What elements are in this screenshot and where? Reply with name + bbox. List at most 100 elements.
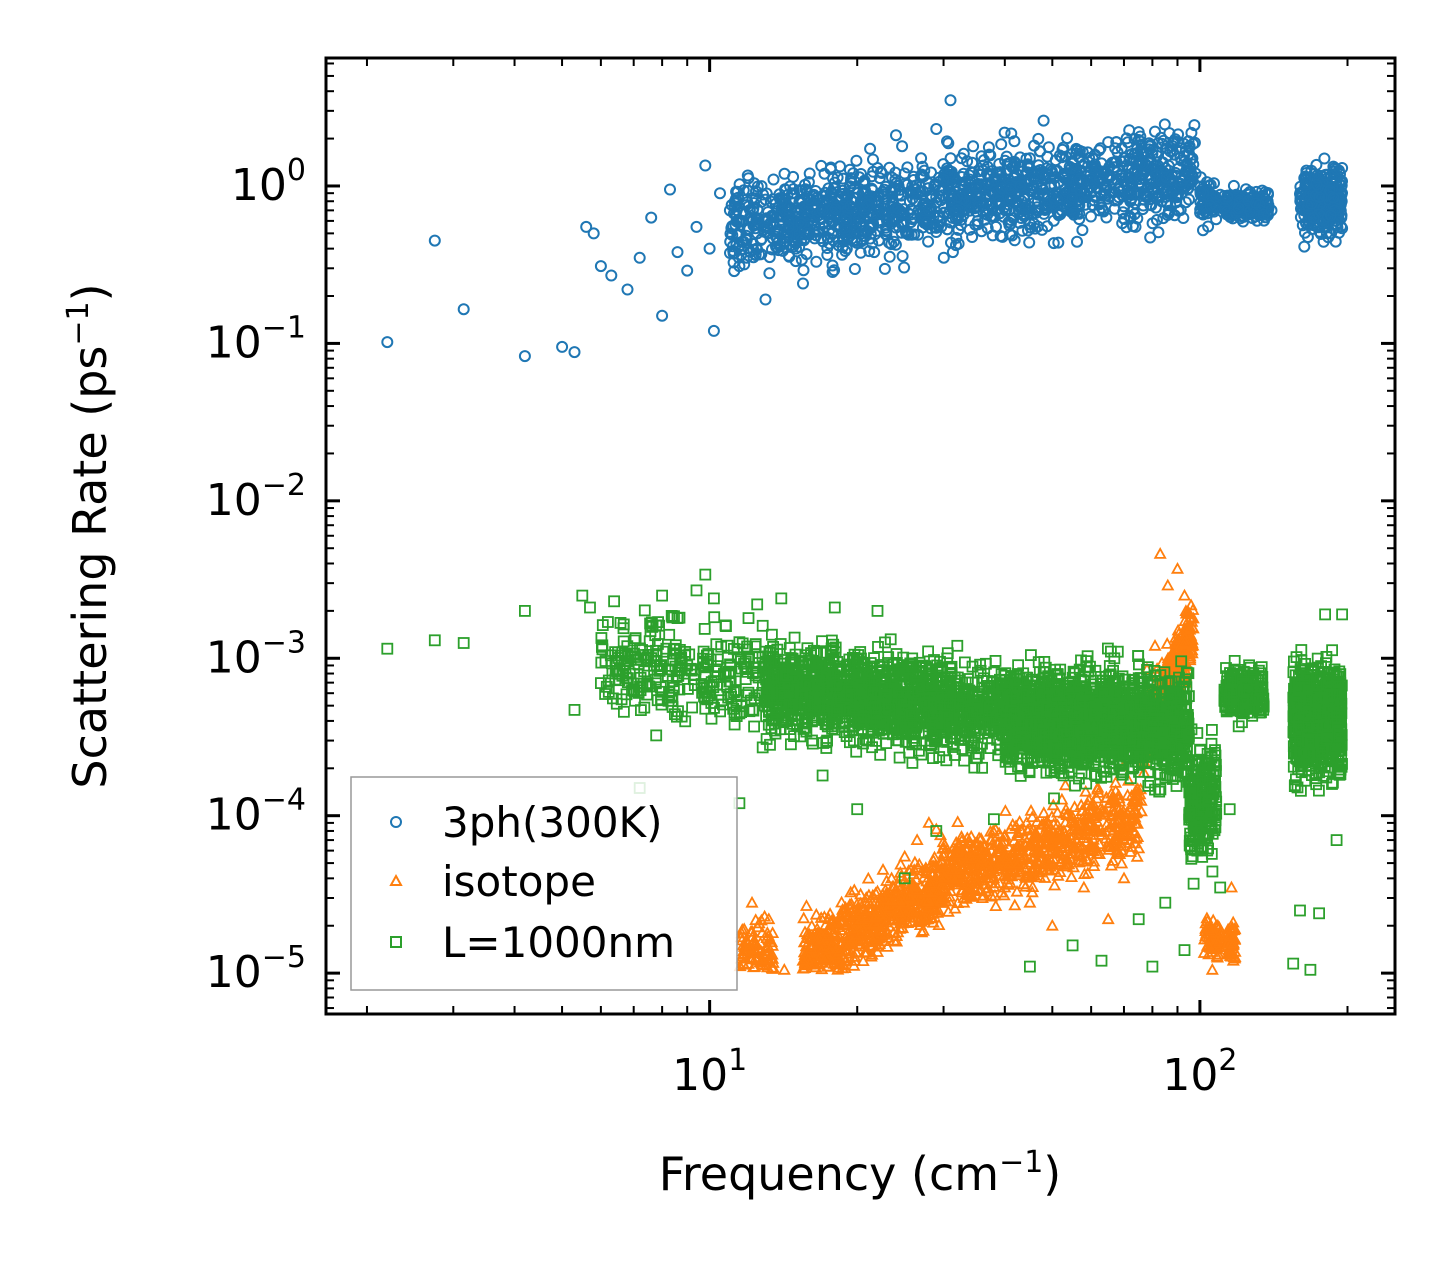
- series-isotope-point: [799, 899, 814, 911]
- series-3ph-point: [1132, 180, 1145, 193]
- series-3ph-point: [1121, 136, 1134, 149]
- series-3ph-point: [1068, 206, 1081, 219]
- series-isotope-point: [1148, 638, 1162, 651]
- series-3ph-point: [814, 232, 827, 245]
- series-3ph-point: [1018, 189, 1031, 202]
- series-isotope-point: [861, 871, 875, 884]
- series-3ph-point: [1100, 181, 1113, 194]
- series-3ph-point: [1093, 174, 1106, 187]
- series-3ph-point: [1008, 135, 1021, 148]
- series-3ph-point: [633, 251, 646, 264]
- series-3ph-point: [786, 187, 798, 200]
- series-3ph-point: [801, 209, 814, 222]
- series-3ph-point: [1066, 192, 1079, 205]
- series-3ph-point: [664, 183, 676, 196]
- series-3ph-point: [1109, 142, 1122, 155]
- series-isotope-point: [898, 849, 912, 862]
- series-3ph-point: [825, 215, 838, 228]
- series-3ph-point: [893, 205, 906, 218]
- series-l1000nm-point: [893, 751, 906, 764]
- series-3ph-point: [944, 216, 957, 229]
- series-3ph-point: [1197, 224, 1209, 237]
- series-isotope-point: [1064, 870, 1079, 882]
- series-3ph-point: [1058, 170, 1070, 182]
- series-3ph-point: [755, 180, 768, 193]
- series-3ph-point: [733, 178, 746, 191]
- series-3ph-point: [605, 269, 618, 282]
- series-3ph-point: [1076, 224, 1089, 237]
- series-l1000nm-point: [686, 701, 698, 714]
- series-3ph-point: [1095, 201, 1108, 214]
- series-3ph-point: [864, 142, 877, 155]
- series-3ph-point: [961, 155, 974, 168]
- series-3ph-point: [837, 200, 850, 213]
- series-3ph: [381, 94, 1349, 363]
- series-3ph-point: [917, 204, 930, 217]
- series-3ph-point: [778, 167, 791, 180]
- series-3ph-point: [979, 190, 992, 203]
- series-isotope-point: [1077, 880, 1091, 893]
- series-3ph-point: [1010, 195, 1022, 207]
- series-3ph-point: [1188, 119, 1201, 132]
- series-3ph-point: [973, 200, 985, 213]
- series-3ph-point: [681, 264, 694, 277]
- series-3ph-point: [733, 228, 746, 241]
- series-3ph-point: [1108, 194, 1121, 207]
- series-3ph-point: [821, 231, 834, 244]
- series-3ph-point: [890, 129, 902, 142]
- series-3ph-point: [914, 170, 927, 183]
- series-3ph-point: [1044, 181, 1057, 194]
- series-3ph-point: [1032, 188, 1045, 201]
- series-3ph-point: [864, 232, 877, 245]
- series-3ph-point: [749, 222, 762, 235]
- series-3ph-point: [967, 140, 980, 153]
- series-isotope-point: [951, 815, 965, 827]
- series-isotope-point: [876, 862, 890, 875]
- series-3ph-point: [1318, 152, 1331, 165]
- series-isotope-point: [797, 911, 811, 924]
- series-3ph-point: [1138, 189, 1151, 202]
- series-3ph-point: [971, 188, 984, 201]
- series-3ph-point: [838, 222, 851, 234]
- series-3ph-point: [995, 182, 1008, 195]
- series-3ph-point: [941, 135, 953, 148]
- series-3ph-point: [457, 303, 470, 316]
- series-3ph-point: [874, 165, 887, 178]
- series-3ph-point: [1033, 170, 1046, 183]
- series-3ph-point: [1201, 207, 1214, 220]
- series-3ph-point: [912, 228, 924, 241]
- series-3ph-point: [1174, 142, 1187, 155]
- series-3ph-point: [793, 196, 806, 209]
- series-3ph-point: [924, 210, 937, 223]
- series-3ph-point: [895, 189, 908, 202]
- series-3ph-point: [889, 238, 902, 251]
- series-3ph-point: [1146, 217, 1159, 230]
- series-l1000nm-point: [650, 729, 663, 742]
- series-3ph-point: [1079, 198, 1092, 211]
- series-3ph-point: [671, 246, 684, 259]
- series-3ph-point: [1065, 162, 1078, 175]
- series-3ph-point: [1122, 188, 1135, 200]
- series-3ph-point: [821, 248, 834, 261]
- series-3ph-point: [714, 187, 726, 200]
- series-3ph-point: [922, 177, 935, 190]
- series-3ph-point: [707, 324, 720, 337]
- series-3ph-point: [1179, 196, 1192, 209]
- series-3ph-point: [556, 340, 569, 353]
- series-isotope-point: [1161, 578, 1175, 591]
- series-3ph-point: [982, 141, 995, 154]
- series-3ph-point: [891, 202, 904, 215]
- series-isotope-point: [998, 804, 1012, 816]
- series-3ph-point: [855, 168, 867, 180]
- series-isotope-point: [910, 833, 924, 845]
- series-3ph-point: [1129, 197, 1141, 210]
- series-3ph-point: [1125, 171, 1138, 184]
- series-3ph-point: [908, 228, 921, 241]
- series-3ph-point: [1004, 228, 1016, 241]
- series-3ph-point: [998, 126, 1011, 139]
- series-l1000nm-point: [608, 595, 620, 608]
- series-3ph-point: [966, 231, 979, 243]
- series-3ph-point: [703, 242, 716, 255]
- series-isotope-point: [777, 962, 791, 975]
- series-3ph-point: [762, 206, 774, 219]
